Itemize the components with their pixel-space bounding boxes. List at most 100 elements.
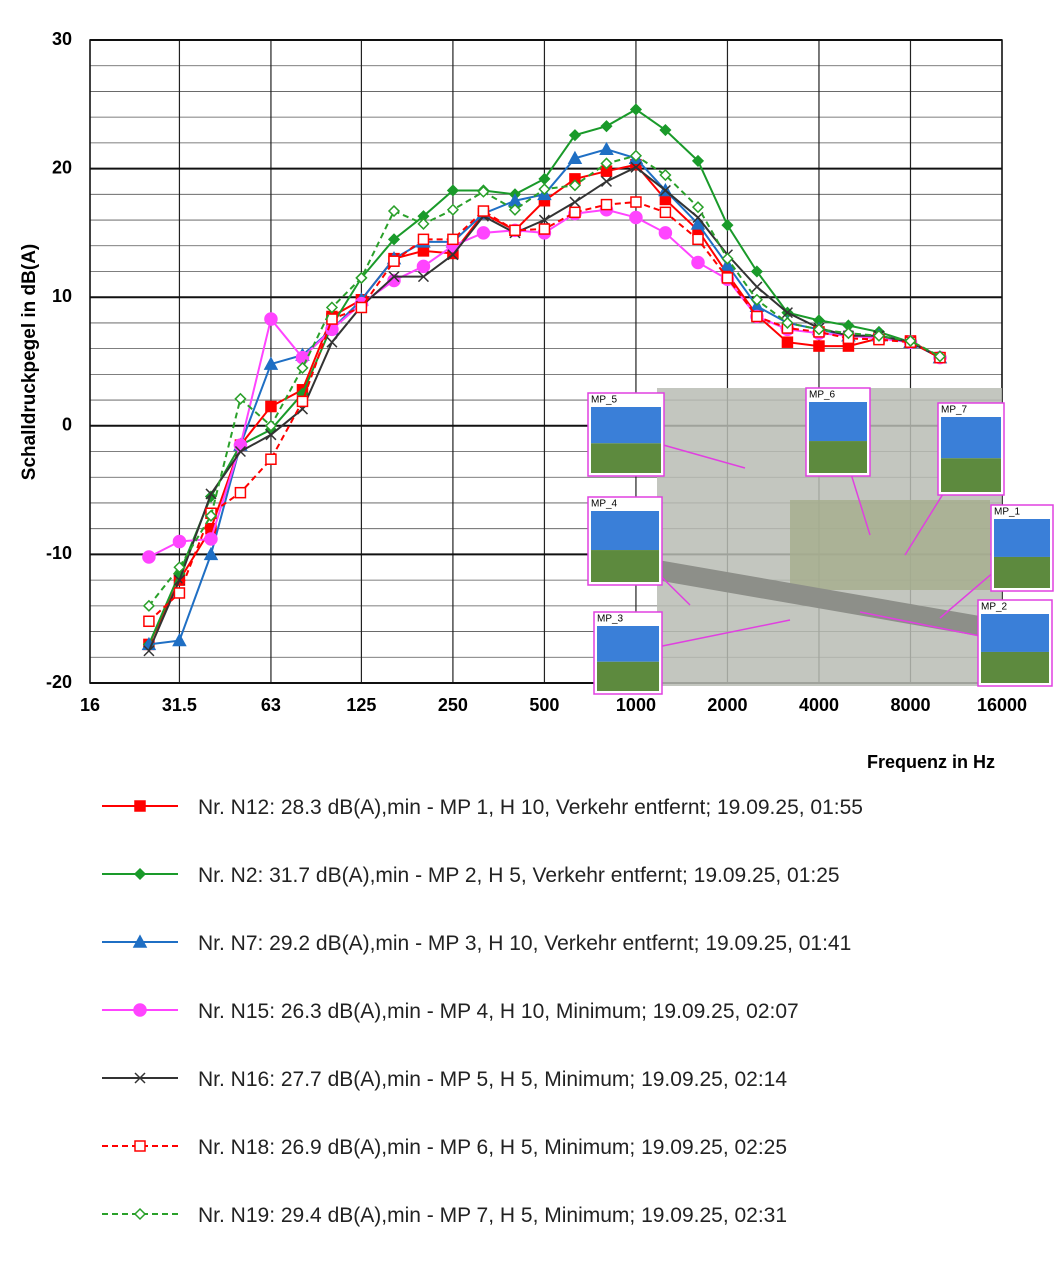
legend-swatch <box>100 930 180 954</box>
marker <box>327 337 337 347</box>
y-tick-label: 30 <box>52 29 72 49</box>
marker <box>478 206 488 216</box>
marker <box>417 260 429 272</box>
y-axis-label: Schalldruckpegel in dB(A) <box>19 244 40 480</box>
photo-sky <box>591 407 661 443</box>
photo-label: MP_2 <box>981 602 1008 613</box>
legend-entry: Nr. N15: 26.3 dB(A),min - MP 4, H 10, Mi… <box>0 994 1064 1062</box>
marker <box>173 536 185 548</box>
x-axis-label: Frequenz in Hz <box>867 752 995 772</box>
legend-label: Nr. N19: 29.4 dB(A),min - MP 7, H 5, Min… <box>198 1200 958 1232</box>
marker <box>752 311 762 321</box>
x-tick-label: 63 <box>261 695 281 715</box>
photo-sky <box>809 402 867 441</box>
legend-entry: Nr. N19: 29.4 dB(A),min - MP 7, H 5, Min… <box>0 1198 1064 1266</box>
y-tick-label: -20 <box>46 672 72 692</box>
marker <box>659 227 671 239</box>
marker <box>389 206 399 216</box>
legend-entry: Nr. N2: 31.7 dB(A),min - MP 2, H 5, Verk… <box>0 858 1064 926</box>
legend-label: Nr. N18: 26.9 dB(A),min - MP 6, H 5, Min… <box>198 1132 958 1164</box>
photo-label: MP_3 <box>597 614 624 625</box>
marker <box>297 396 307 406</box>
marker <box>510 225 520 235</box>
map-field <box>790 500 990 590</box>
x-tick-label: 31.5 <box>162 695 197 715</box>
photo-label: MP_4 <box>591 499 618 510</box>
marker <box>539 184 549 194</box>
page: Schalldruckpegel in dB(A) Frequenz in Hz… <box>0 0 1064 1236</box>
marker <box>570 197 580 207</box>
marker <box>135 1209 145 1219</box>
marker <box>144 616 154 626</box>
photo-ground <box>597 662 659 691</box>
legend-swatch <box>100 1134 180 1158</box>
marker <box>448 234 458 244</box>
legend-entry: Nr. N7: 29.2 dB(A),min - MP 3, H 10, Ver… <box>0 926 1064 994</box>
marker <box>356 302 366 312</box>
marker <box>174 588 184 598</box>
photo-sky <box>941 417 1001 458</box>
photo-sky <box>994 519 1050 557</box>
photo-ground <box>591 443 661 473</box>
x-tick-label: 125 <box>346 695 376 715</box>
x-tick-label: 250 <box>438 695 468 715</box>
marker <box>601 200 611 210</box>
marker <box>296 352 308 364</box>
y-tick-label: 0 <box>62 415 72 435</box>
photo-sky <box>591 511 659 550</box>
marker <box>660 207 670 217</box>
legend-label: Nr. N12: 28.3 dB(A),min - MP 1, H 10, Ve… <box>198 792 958 824</box>
marker <box>448 205 458 215</box>
x-tick-label: 500 <box>529 695 559 715</box>
marker <box>631 197 641 207</box>
legend-entry: Nr. N16: 27.7 dB(A),min - MP 5, H 5, Min… <box>0 1062 1064 1130</box>
marker <box>134 1004 146 1016</box>
legend-entry: Nr. N12: 28.3 dB(A),min - MP 1, H 10, Ve… <box>0 790 1064 858</box>
photo-ground <box>809 441 867 473</box>
y-tick-label: 20 <box>52 157 72 177</box>
photo-ground <box>591 550 659 582</box>
legend-label: Nr. N15: 26.3 dB(A),min - MP 4, H 10, Mi… <box>198 996 958 1028</box>
legend-label: Nr. N16: 27.7 dB(A),min - MP 5, H 5, Min… <box>198 1064 958 1096</box>
legend-entry: Nr. N18: 26.9 dB(A),min - MP 6, H 5, Min… <box>0 1130 1064 1198</box>
marker <box>693 202 703 212</box>
photo-ground <box>981 652 1049 683</box>
marker <box>135 869 145 879</box>
marker <box>297 363 307 373</box>
marker <box>570 207 580 217</box>
marker <box>143 551 155 563</box>
legend-label: Nr. N7: 29.2 dB(A),min - MP 3, H 10, Ver… <box>198 928 958 960</box>
marker <box>539 224 549 234</box>
legend-swatch <box>100 862 180 886</box>
marker <box>752 282 762 292</box>
photo-ground <box>941 458 1001 492</box>
marker <box>135 801 145 811</box>
marker <box>135 1141 145 1151</box>
photo-sky <box>597 626 659 662</box>
marker <box>692 256 704 268</box>
marker <box>722 273 732 283</box>
legend-swatch <box>100 794 180 818</box>
photo-label: MP_7 <box>941 405 968 416</box>
marker <box>600 143 612 154</box>
legend-swatch <box>100 1066 180 1090</box>
chart: Schalldruckpegel in dB(A) Frequenz in Hz… <box>0 0 1064 780</box>
marker <box>266 454 276 464</box>
y-tick-label: -10 <box>46 543 72 563</box>
photo-label: MP_5 <box>591 395 618 406</box>
marker <box>389 256 399 266</box>
marker <box>601 176 611 186</box>
marker <box>205 533 217 545</box>
marker <box>814 341 824 351</box>
marker <box>782 337 792 347</box>
photo-sky <box>981 614 1049 652</box>
x-tick-label: 4000 <box>799 695 839 715</box>
marker <box>477 227 489 239</box>
marker <box>601 121 611 131</box>
marker <box>265 313 277 325</box>
marker <box>630 211 642 223</box>
x-tick-label: 16000 <box>977 695 1027 715</box>
photo-label: MP_1 <box>994 507 1021 518</box>
marker <box>722 220 732 230</box>
marker <box>693 234 703 244</box>
